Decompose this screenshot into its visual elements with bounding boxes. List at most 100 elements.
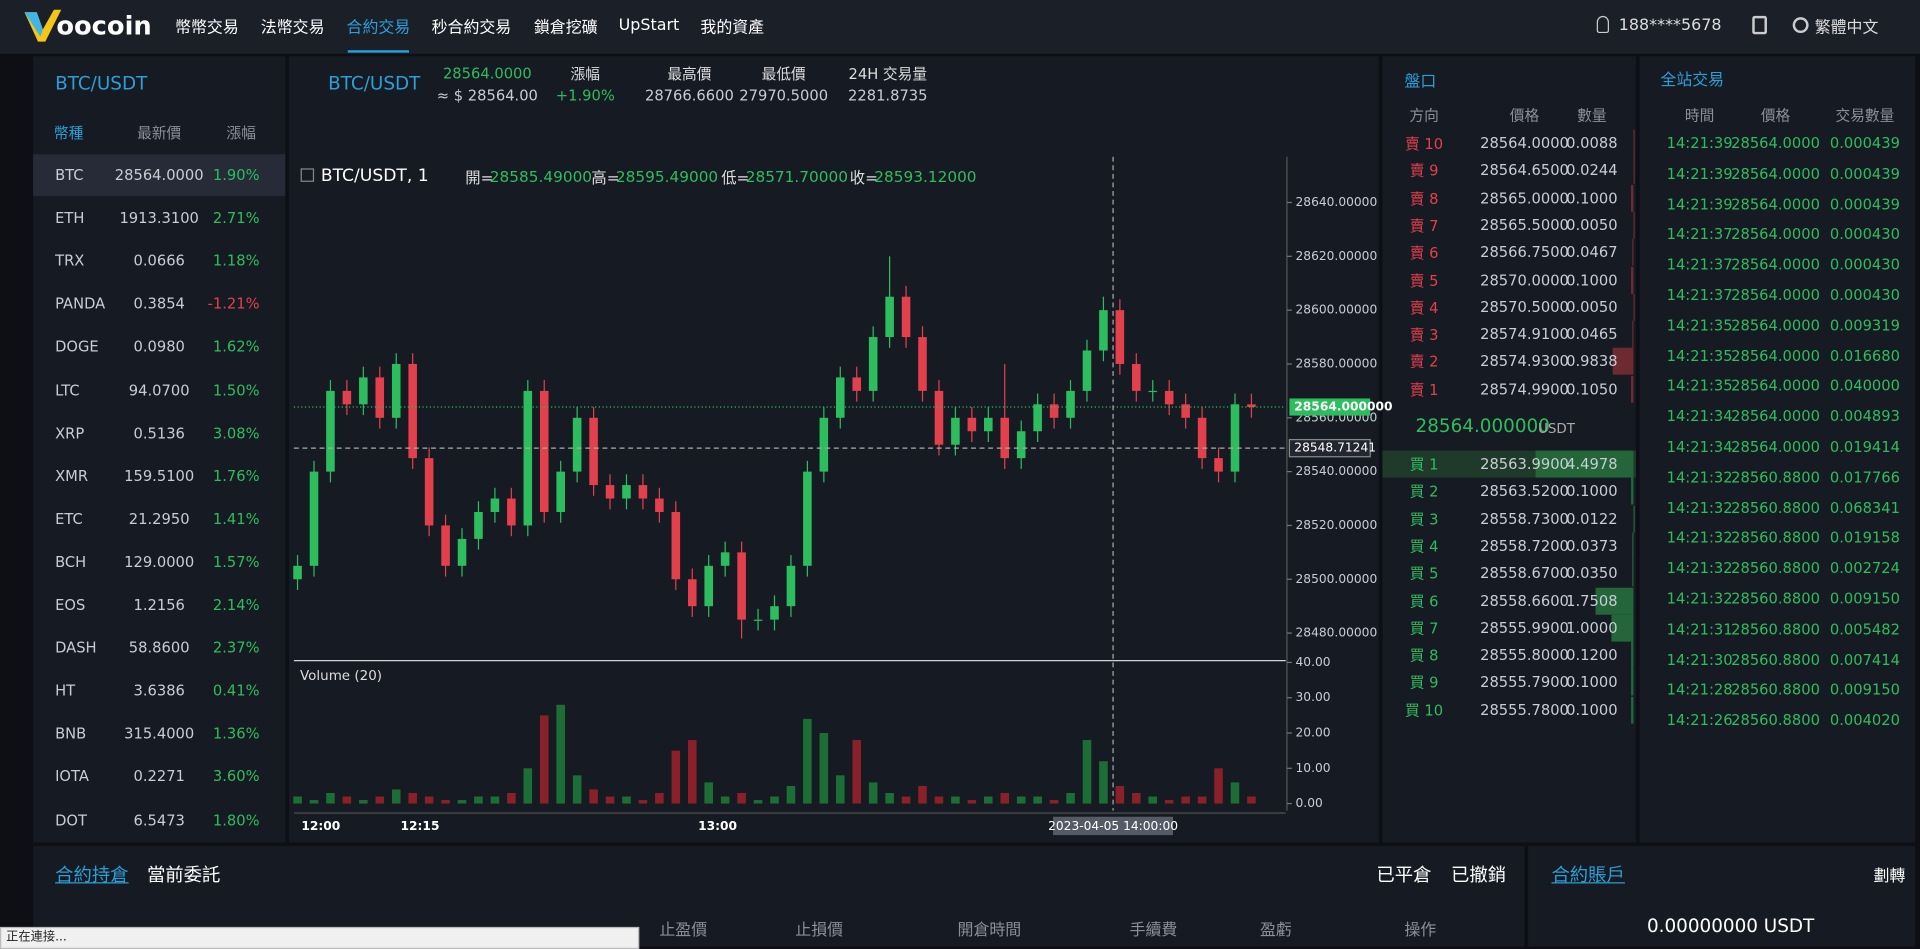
y-tick-label: 28640.00000 xyxy=(1296,195,1378,209)
account-title: 合約賬戶 xyxy=(1551,861,1624,887)
market-symbol[interactable]: XRP xyxy=(55,424,84,441)
nav-item[interactable]: 我的資產 xyxy=(700,14,764,37)
cancelled-tab[interactable]: 已撤銷 xyxy=(1451,861,1506,887)
language[interactable]: 繁體中文 xyxy=(1815,14,1879,37)
order-qty: 1.7508 xyxy=(1566,592,1617,609)
market-change: 1.76% xyxy=(213,467,260,484)
trade-cell: 0.000430 xyxy=(1830,226,1900,243)
transfer-button[interactable]: 劃轉 xyxy=(1873,863,1905,886)
candle-body xyxy=(951,418,960,445)
order-qty: 0.1050 xyxy=(1566,380,1617,397)
market-price: 0.0666 xyxy=(133,252,184,269)
market-symbol[interactable]: ETC xyxy=(55,510,83,527)
nav-item[interactable]: 鎖倉挖礦 xyxy=(534,14,598,37)
y-tick-label: 28540.00000 xyxy=(1296,464,1378,478)
positions-tab[interactable]: 合約持倉 xyxy=(55,861,128,887)
market-change: 0.41% xyxy=(213,682,260,699)
trade-cell: 28560.8800 xyxy=(1731,712,1820,729)
order-side: 賣 2 xyxy=(1410,351,1439,372)
market-symbol[interactable]: BNB xyxy=(55,725,86,742)
market-price: 1.2156 xyxy=(133,596,184,613)
candle-body xyxy=(524,391,533,526)
ohlc-value: 28595.49000 xyxy=(616,167,718,185)
market-symbol[interactable]: EOS xyxy=(55,596,85,613)
candle-body xyxy=(902,297,911,337)
candle-body xyxy=(1198,418,1207,458)
volume-bar xyxy=(556,705,565,804)
trade-cell: 0.002724 xyxy=(1830,560,1900,577)
nav-item[interactable]: UpStart xyxy=(619,17,680,35)
trade-cell: 14:21:35 xyxy=(1667,378,1733,395)
nav-item[interactable]: 法幣交易 xyxy=(261,14,325,37)
order-side: 賣 10 xyxy=(1405,133,1443,154)
market-symbol[interactable]: BTC xyxy=(55,167,83,184)
market-symbol[interactable]: TRX xyxy=(55,252,84,269)
market-symbol[interactable]: XMR xyxy=(55,467,88,484)
collapse-icon xyxy=(301,169,313,181)
candle-body xyxy=(1066,391,1075,418)
candle-body xyxy=(918,337,927,391)
market-symbol[interactable]: IOTA xyxy=(55,768,89,785)
market-change: 2.37% xyxy=(213,639,260,656)
trade-cell: 14:21:39 xyxy=(1667,165,1733,182)
candle-body xyxy=(721,552,730,565)
trade-cell: 0.009319 xyxy=(1830,317,1900,334)
ticker-price: 28564.0000 xyxy=(443,65,532,82)
order-price: 28574.9300 xyxy=(1480,353,1569,370)
trade-cell: 14:21:32 xyxy=(1667,469,1733,486)
volume-bar xyxy=(820,733,829,804)
candle-body xyxy=(1083,351,1092,391)
trade-cell: 28560.8800 xyxy=(1731,651,1820,668)
nav-item[interactable]: 秒合約交易 xyxy=(432,14,512,37)
depth-bar xyxy=(1632,321,1633,348)
volume-bar xyxy=(869,782,878,803)
trade-cell: 28564.0000 xyxy=(1731,378,1820,395)
market-symbol[interactable]: ETH xyxy=(55,210,84,227)
market-symbol[interactable]: DOT xyxy=(55,811,87,828)
candle-body xyxy=(408,364,417,458)
y-tick-label: 28500.00000 xyxy=(1296,572,1378,586)
market-symbol[interactable]: BCH xyxy=(55,553,86,570)
nav-item[interactable]: 合約交易 xyxy=(347,14,411,37)
volume-bar xyxy=(441,800,450,804)
closed-tab[interactable]: 已平倉 xyxy=(1376,861,1431,887)
volume-bar xyxy=(343,797,352,804)
market-change: 2.14% xyxy=(213,596,260,613)
volume-bar xyxy=(639,800,648,804)
market-symbol[interactable]: PANDA xyxy=(55,295,105,312)
market-change: 1.36% xyxy=(213,725,260,742)
candle-body xyxy=(293,566,302,579)
order-side: 買 4 xyxy=(1410,536,1439,557)
candle-body xyxy=(1033,404,1042,431)
depth-bar xyxy=(1633,560,1634,587)
trade-cell: 14:21:39 xyxy=(1667,195,1733,212)
market-change: 1.50% xyxy=(213,381,260,398)
ohlc-value: 28593.12000 xyxy=(874,167,976,185)
market-symbol[interactable]: HT xyxy=(55,682,75,699)
y2-tick-label: 30.00 xyxy=(1296,690,1331,704)
order-side: 買 6 xyxy=(1410,590,1439,611)
order-side: 買 10 xyxy=(1405,699,1443,720)
trade-cell: 14:21:32 xyxy=(1667,499,1733,516)
market-price: 1913.3100 xyxy=(119,210,198,227)
volume-bar xyxy=(507,793,516,804)
order-book-col: 方向 xyxy=(1409,105,1438,126)
trade-cell: 0.000430 xyxy=(1830,287,1900,304)
trade-cell: 0.007414 xyxy=(1830,651,1900,668)
market-symbol[interactable]: DASH xyxy=(55,639,96,656)
order-price: 28570.5000 xyxy=(1480,299,1569,316)
user-account[interactable]: 188****5678 xyxy=(1619,17,1722,35)
ohlc-value: 28585.49000 xyxy=(490,167,592,185)
candle-body xyxy=(787,566,796,606)
orders-tab[interactable]: 當前委託 xyxy=(147,861,220,887)
volume-bar xyxy=(425,797,434,804)
nav-item[interactable]: 幣幣交易 xyxy=(175,14,239,37)
ticker-stat-label: 最高價 xyxy=(667,63,711,84)
market-symbol[interactable]: DOGE xyxy=(55,338,99,355)
order-qty: 0.0244 xyxy=(1566,162,1617,179)
order-price: 28566.7500 xyxy=(1480,244,1569,261)
candle-body xyxy=(441,525,450,565)
market-symbol[interactable]: LTC xyxy=(55,381,80,398)
order-side: 賣 5 xyxy=(1410,269,1439,290)
